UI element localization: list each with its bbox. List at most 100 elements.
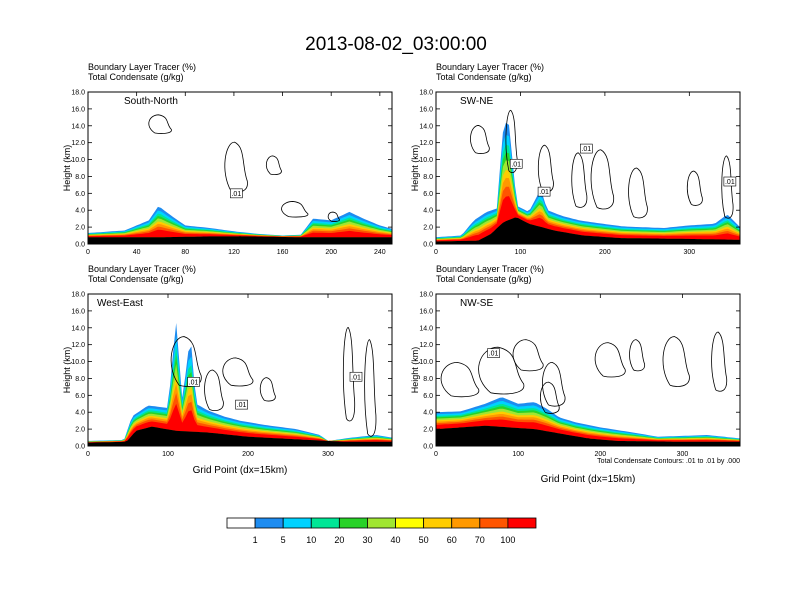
contour-label-box [723,176,737,187]
location-marker [584,438,592,446]
colorbar-swatch [282,517,312,529]
contour-label: .01 [725,179,735,186]
y-tick-label: 16.0 [419,106,433,113]
condensate-contour [222,357,254,387]
figure-title: 2013-08-02_03:00:00 [305,34,487,55]
panel-label: SW-NE [460,96,493,107]
panel-title-condensate: Total Condensate (g/kg) [88,72,184,82]
plot-frame [435,91,741,245]
colorbar-label: 10 [306,535,316,545]
plot-frame [87,293,393,447]
y-tick-label: 16.0 [71,308,85,315]
x-tick-label: 100 [512,451,524,458]
contour-label: .01 [237,402,247,409]
colorbar-swatch [507,517,537,529]
x-tick-label: 200 [594,451,606,458]
tracer-band [436,152,740,242]
condensate-contour [265,155,282,175]
y-tick-label: 10.0 [419,157,433,164]
tracer-band [88,229,392,238]
contour-label-box [509,158,523,169]
condensate-contour [505,109,518,173]
colorbar-label: 50 [419,535,429,545]
contour-label-box [230,188,243,199]
contour-label: .01 [511,161,521,168]
y-tick-label: 14.0 [419,123,433,130]
location-marker [236,236,244,244]
y-axis-label: Height (km) [410,347,420,394]
colorbar-label: 70 [475,535,485,545]
x-tick-label: 100 [162,451,174,458]
condensate-contour [628,167,648,219]
colorbar-label: 60 [447,535,457,545]
y-tick-label: 8.0 [75,376,85,383]
plot-area: .01 0.0 2.0 4.0 6.0 8.0 10.0 12.0 14.0 16.0 18.0 0 1… [419,292,741,458]
condensate-contour [281,201,309,218]
y-tick-label: 10.0 [71,157,85,164]
condensate-contour [686,170,703,206]
colorbar-label: 40 [391,535,401,545]
y-tick-label: 0.0 [75,242,85,249]
contour-label-box [487,348,500,358]
y-tick-label: 12.0 [71,140,85,147]
x-tick-label: 200 [242,451,254,458]
contour-label: .01 [351,374,361,381]
condensate-contour [721,155,734,219]
x-tick-label: 120 [228,249,240,256]
x-axis-label: Grid Point (dx=15km) [541,474,636,485]
y-tick-label: 8.0 [423,174,433,181]
terrain [88,426,392,446]
x-tick-label: 240 [374,249,386,256]
y-tick-label: 12.0 [419,140,433,147]
colorbar: 1 5 10 20 30 40 50 60 70 100 [226,517,537,545]
y-tick-label: 2.0 [423,427,433,434]
y-tick-label: 4.0 [423,410,433,417]
x-tick-label: 100 [515,249,527,256]
tracer-band [436,419,740,442]
contour-label: .01 [539,189,549,196]
contour-label-box [580,143,593,154]
y-tick-label: 6.0 [75,191,85,198]
y-tick-label: 16.0 [71,106,85,113]
panel-title-tracer: Boundary Layer Tracer (%) [436,62,544,72]
x-tick-label: 200 [599,249,611,256]
condensate-contour [148,114,172,134]
panel-label: NW-SE [460,298,493,309]
y-tick-label: 10.0 [419,359,433,366]
y-tick-label: 14.0 [71,123,85,130]
condensate-contour [204,369,224,411]
tracer-band [436,160,740,242]
panel-title-condensate: Total Condensate (g/kg) [436,72,532,82]
x-tick-label: 0 [434,249,438,256]
condensate-contour [342,327,356,422]
condensate-contour [571,152,588,208]
location-marker [580,236,588,244]
colorbar-swatch [338,517,368,529]
y-tick-label: 0.0 [75,444,85,451]
x-tick-label: 0 [434,451,438,458]
panel-title-tracer: Boundary Layer Tracer (%) [88,264,196,274]
plot-area: .01 .01 .01 0.0 2.0 4.0 6.0 8.0 10.0 12.0 14.0 16.0… [71,292,393,458]
condensate-contour [711,331,728,392]
y-tick-label: 6.0 [423,191,433,198]
contour-label: .01 [189,379,199,386]
y-tick-label: 10.0 [71,359,85,366]
condensate-contour [539,381,560,414]
colorbar-swatch [423,517,453,529]
y-tick-label: 0.0 [423,242,433,249]
y-tick-label: 2.0 [423,225,433,232]
panel-title-condensate: Total Condensate (g/kg) [436,274,532,284]
y-tick-label: 18.0 [71,90,85,97]
contour-label: .01 [581,146,591,153]
condensate-contour [662,336,690,387]
x-tick-label: 0 [86,451,90,458]
contour-label-box [537,186,551,197]
condensate-contour [629,339,645,372]
colorbar-label: 30 [362,535,372,545]
x-tick-label: 80 [181,249,189,256]
colorbar-swatch [451,517,481,529]
y-tick-label: 12.0 [71,342,85,349]
y-tick-label: 14.0 [71,325,85,332]
location-marker [238,438,246,446]
y-tick-label: 0.0 [423,444,433,451]
